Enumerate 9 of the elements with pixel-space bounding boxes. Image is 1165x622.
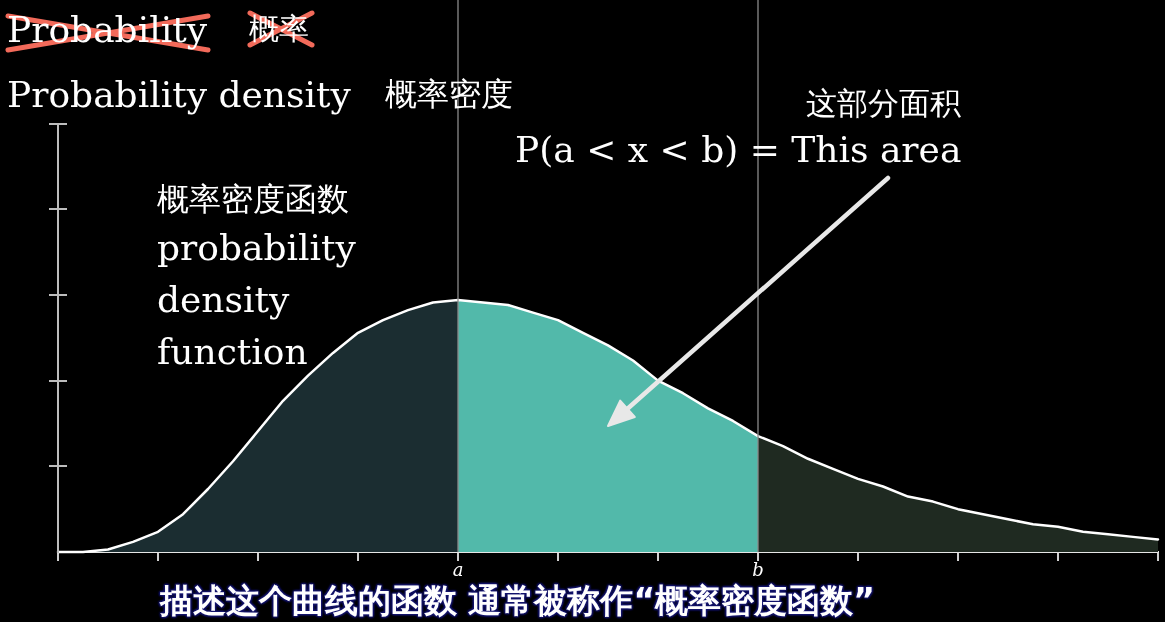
text: 这部分面积 xyxy=(806,85,961,122)
x-tick-label: b xyxy=(752,558,764,580)
text: 概率密度函数 xyxy=(157,180,349,218)
annotation: probability density function xyxy=(157,226,357,374)
x-tick-label: a xyxy=(452,558,464,580)
text: P(a < x < b) = This area xyxy=(515,129,962,171)
text: 描述这个曲线的函数 通常被称作“概率密度函数” xyxy=(160,581,875,620)
chart-subtitle: 概率密度 xyxy=(385,75,513,113)
chart-title: Probability density xyxy=(7,74,351,116)
